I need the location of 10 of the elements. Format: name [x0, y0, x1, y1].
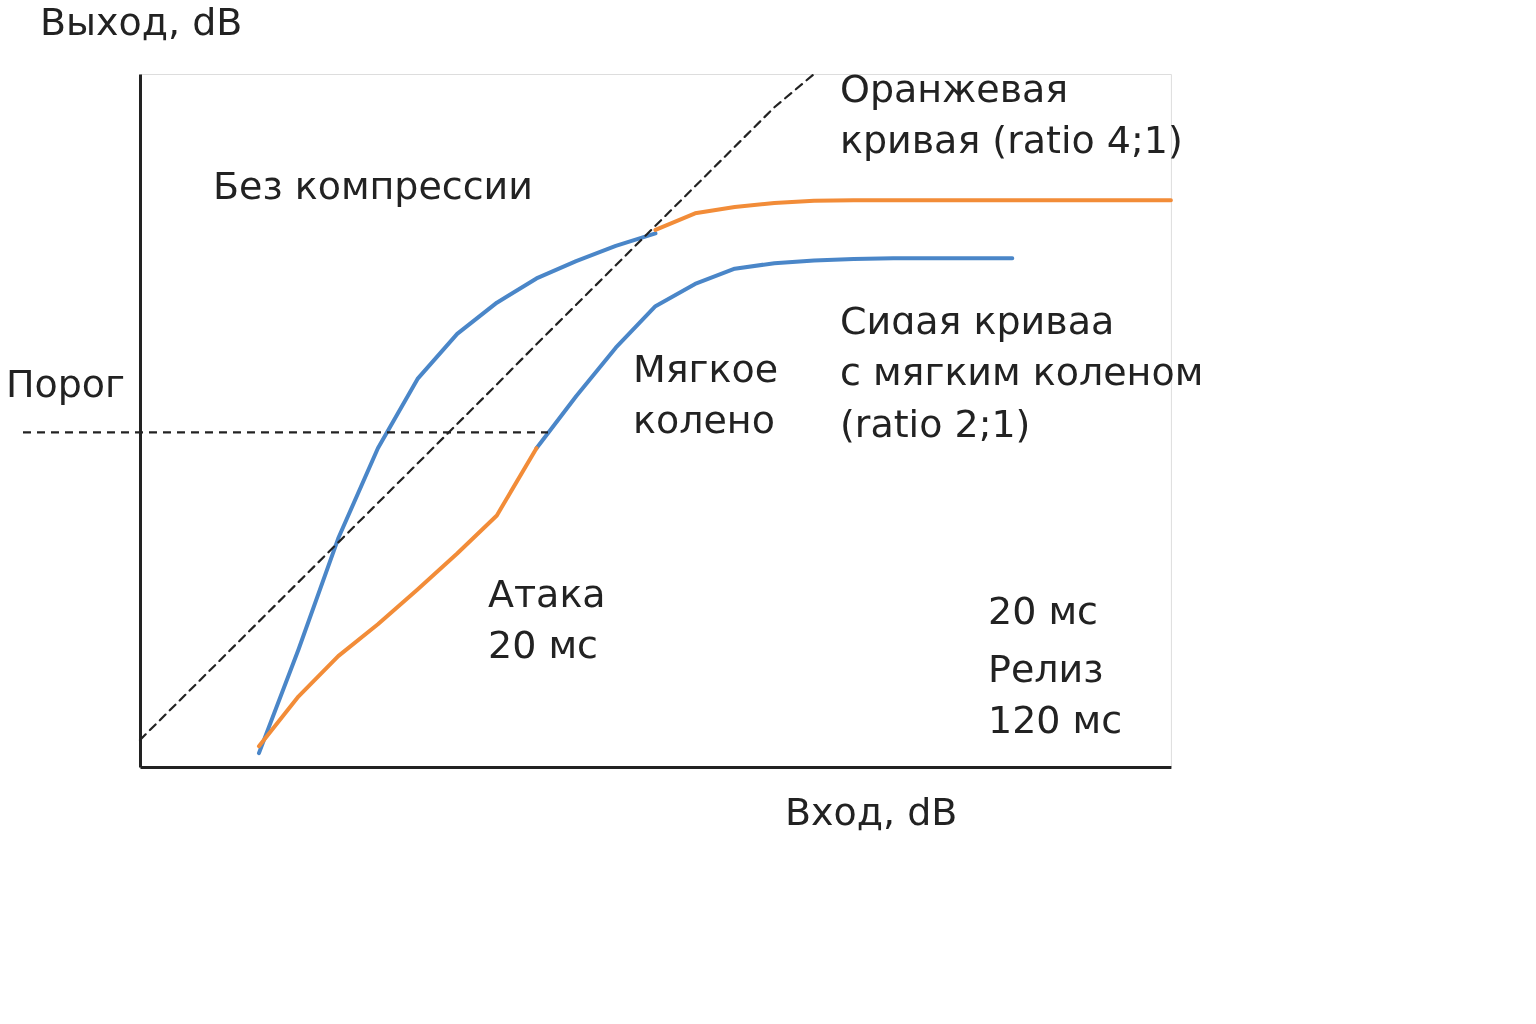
- annotation: Мягкое колено: [633, 347, 779, 443]
- annotation: Релиз 120 мс: [987, 647, 1123, 743]
- series-label: Без компрессии: [213, 164, 533, 208]
- x-axis-title: Вход, dB: [784, 790, 958, 834]
- annotation: Атака 20 мс: [488, 572, 606, 668]
- series-label: Оранжевая кривая (ratio 4;1): [839, 67, 1183, 163]
- annotation: 20 мс: [987, 589, 1098, 633]
- series-label: Сиɑая криваа с мягким коленом (ratio 2;1): [839, 299, 1204, 446]
- ref-line-label: Порог: [5, 362, 125, 407]
- y-axis-title: Выход, dB: [40, 0, 243, 44]
